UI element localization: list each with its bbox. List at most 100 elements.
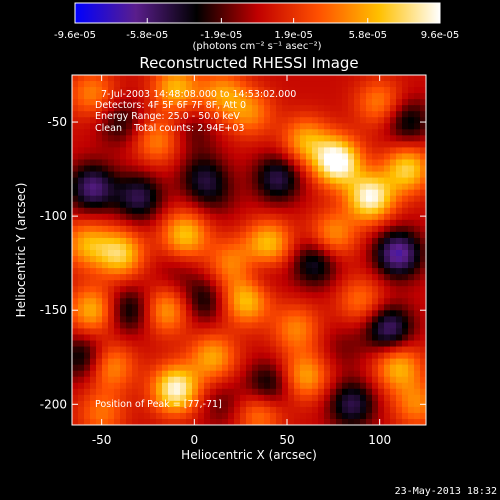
- heatmap-cell: [132, 346, 139, 354]
- heatmap-cell: [174, 195, 181, 203]
- heatmap-cell: [384, 177, 391, 185]
- heatmap-cell: [210, 231, 217, 239]
- heatmap-cell: [372, 141, 379, 149]
- heatmap-cell: [342, 286, 349, 293]
- heatmap-cell: [78, 352, 85, 360]
- annotation-block: 7-Jul-2003 14:48:08.000 to 14:53:02.000 …: [95, 89, 296, 134]
- heatmap-cell: [306, 81, 313, 88]
- heatmap-cell: [306, 274, 313, 281]
- heatmap-cell: [192, 105, 199, 112]
- heatmap-cell: [372, 153, 379, 161]
- heatmap-cell: [396, 99, 403, 106]
- heatmap-cell: [120, 370, 127, 378]
- heatmap-cell: [144, 117, 151, 124]
- heatmap-cell: [228, 159, 235, 167]
- heatmap-cell: [168, 189, 175, 197]
- heatmap-cell: [246, 316, 253, 324]
- heatmap-cell: [384, 268, 391, 275]
- heatmap-cell: [390, 99, 397, 106]
- heatmap-cell: [306, 364, 313, 372]
- heatmap-cell: [324, 250, 331, 257]
- heatmap-cell: [144, 129, 151, 136]
- heatmap-cell: [420, 75, 426, 82]
- heatmap-cell: [192, 183, 199, 191]
- heatmap-cell: [408, 99, 415, 106]
- heatmap-cell: [324, 388, 331, 396]
- heatmap-cell: [348, 177, 355, 185]
- colorbar-tick-label: -5.8e-05: [126, 30, 168, 41]
- heatmap-cell: [132, 147, 139, 155]
- heatmap-cell: [246, 262, 253, 269]
- heatmap-cell: [156, 207, 163, 215]
- heatmap-cell: [264, 298, 271, 305]
- heatmap-cell: [366, 147, 373, 155]
- heatmap-cell: [318, 406, 325, 414]
- heatmap-cell: [114, 340, 121, 348]
- heatmap-cell: [420, 418, 426, 425]
- heatmap-cell: [96, 123, 103, 130]
- heatmap-cell: [408, 292, 415, 299]
- heatmap-cell: [174, 352, 181, 360]
- heatmap-cell: [84, 183, 91, 191]
- heatmap-cell: [384, 195, 391, 203]
- heatmap-cell: [402, 177, 409, 185]
- heatmap-cell: [216, 141, 223, 149]
- heatmap-cell: [402, 135, 409, 142]
- heatmap-cell: [114, 388, 121, 396]
- heatmap-cell: [84, 195, 91, 203]
- heatmap-cell: [390, 262, 397, 269]
- heatmap-cell: [276, 370, 283, 378]
- heatmap-cell: [420, 171, 426, 179]
- heatmap-cell: [282, 147, 289, 155]
- heatmap-cell: [402, 243, 409, 251]
- heatmap-cell: [354, 111, 361, 118]
- heatmap-cell: [258, 400, 265, 408]
- heatmap-cell: [186, 153, 193, 161]
- heatmap-cell: [306, 99, 313, 106]
- heatmap-cell: [198, 352, 205, 360]
- heatmap-cell: [156, 213, 163, 221]
- heatmap-cell: [78, 195, 85, 203]
- heatmap-cell: [288, 346, 295, 354]
- heatmap-cell: [108, 75, 115, 82]
- heatmap-cell: [72, 250, 79, 257]
- colorbar-tick-label: 9.6e-05: [421, 30, 459, 41]
- heatmap-cell: [252, 274, 259, 281]
- heatmap-cell: [72, 304, 79, 311]
- heatmap-cell: [162, 117, 169, 124]
- heatmap-cell: [180, 376, 187, 384]
- heatmap-cell: [414, 412, 421, 420]
- heatmap-cell: [396, 268, 403, 275]
- heatmap-cell: [72, 412, 79, 420]
- heatmap-cell: [300, 231, 307, 239]
- heatmap-cell: [336, 316, 343, 324]
- heatmap-cell: [138, 93, 145, 100]
- heatmap-cell: [342, 376, 349, 384]
- heatmap-cell: [150, 316, 157, 324]
- heatmap-cell: [180, 286, 187, 293]
- heatmap-cell: [174, 394, 181, 402]
- heatmap-cell: [186, 280, 193, 287]
- heatmap-cell: [90, 123, 97, 130]
- heatmap-cell: [372, 412, 379, 420]
- heatmap-cell: [186, 298, 193, 305]
- heatmap-cell: [342, 304, 349, 311]
- heatmap-cell: [90, 147, 97, 155]
- heatmap-cell: [114, 394, 121, 402]
- heatmap-cell: [276, 418, 283, 425]
- heatmap-cell: [84, 376, 91, 384]
- heatmap-cell: [222, 376, 229, 384]
- heatmap-cell: [420, 81, 426, 88]
- heatmap-cell: [288, 165, 295, 173]
- heatmap-cell: [234, 237, 241, 245]
- heatmap-cell: [168, 358, 175, 366]
- heatmap-cell: [384, 310, 391, 317]
- heatmap-cell: [288, 135, 295, 142]
- heatmap-cell: [378, 225, 385, 233]
- heatmap-cell: [120, 250, 127, 257]
- heatmap-cell: [318, 99, 325, 106]
- heatmap-cell: [282, 256, 289, 263]
- heatmap-cell: [390, 340, 397, 348]
- heatmap-cell: [90, 195, 97, 203]
- heatmap-cell: [222, 153, 229, 161]
